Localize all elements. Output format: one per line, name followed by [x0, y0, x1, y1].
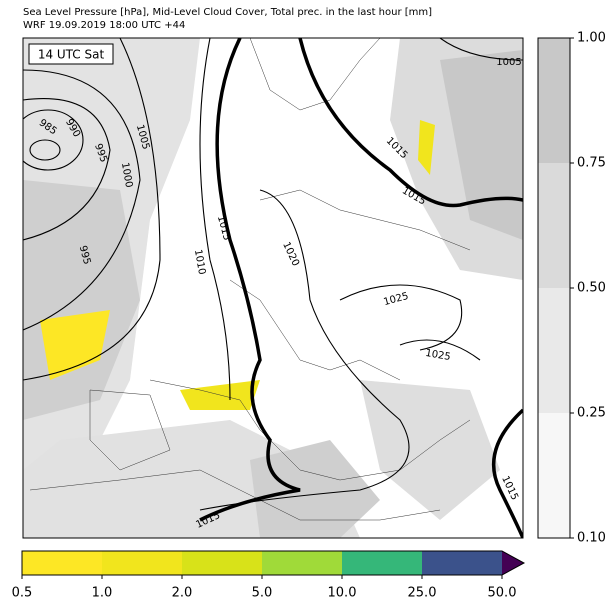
colorbar-extension	[502, 551, 524, 575]
colorbar-tick-label: 0.50	[577, 281, 606, 296]
colorbar-tick-label: 1.00	[577, 31, 606, 46]
colorbar-tick-label: 10.0	[328, 586, 357, 601]
colorbar-tick-label: 0.10	[577, 531, 606, 546]
title: Sea Level Pressure [hPa], Mid-Level Clou…	[23, 7, 432, 18]
colorbar-tick-label: 2.0	[172, 586, 193, 601]
colorbar-tick-label: 0.25	[577, 406, 606, 421]
colorbar-tick-label: 0.75	[577, 156, 606, 171]
isobars	[23, 38, 523, 538]
subtitle: WRF 19.09.2019 18:00 UTC +44	[23, 20, 185, 31]
map: 985 990 995 1000 1005 1005 995 1010 1015…	[22, 37, 524, 539]
colorbar-segment	[538, 413, 570, 538]
precip-colorbar: 0.5 1.0 2.0 5.0 10.0 25.0 50.0	[12, 550, 526, 601]
colorbar-segment	[342, 551, 423, 575]
isobar-label: 1025	[424, 348, 451, 363]
colorbar-segment	[182, 551, 263, 575]
isobar-label: 1005	[496, 57, 521, 68]
colorbar-segment	[422, 551, 503, 575]
colorbar-tick-label: 50.0	[488, 586, 517, 601]
colorbar-segment	[22, 551, 103, 575]
time-box	[28, 43, 114, 65]
colorbar-segment	[262, 551, 343, 575]
colorbar-tick-label: 5.0	[252, 586, 273, 601]
colorbar-tick-label: 25.0	[408, 586, 437, 601]
isobar-label: 995	[77, 244, 93, 265]
cloud-colorbar: 0.10 0.25 0.50 0.75 1.00	[537, 31, 606, 546]
isobar-label: 1000	[119, 162, 134, 189]
colorbar-segment	[538, 288, 570, 413]
colorbar-segment	[538, 38, 570, 163]
colorbar-segment	[102, 551, 183, 575]
map-frame	[22, 37, 524, 539]
colorbar-segment	[538, 163, 570, 288]
time-label: 14 UTC Sat	[38, 48, 105, 62]
colorbar-tick-label: 0.5	[12, 586, 33, 601]
isobar-label: 1010	[192, 249, 207, 276]
colorbar-tick-label: 1.0	[92, 586, 113, 601]
colorbar-frame	[21, 550, 526, 576]
